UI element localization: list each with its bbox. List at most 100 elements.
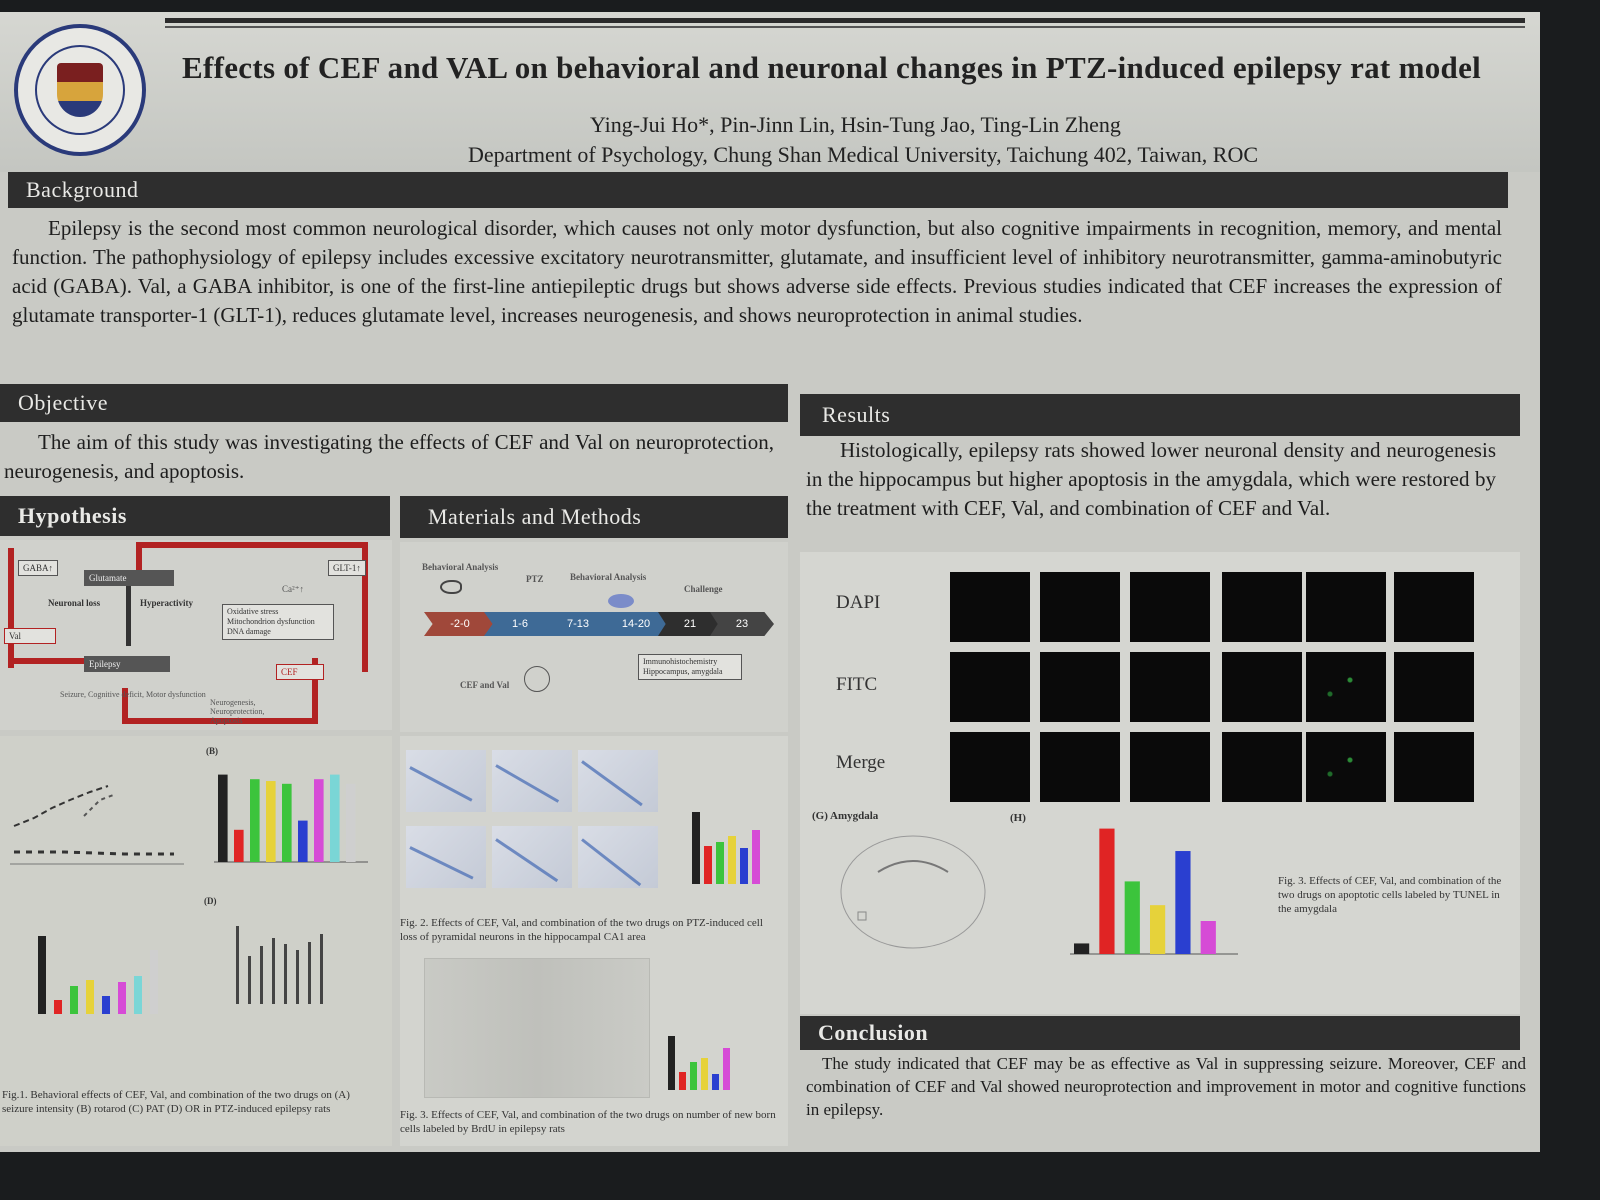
tunel-image	[950, 652, 1030, 722]
objective-heading: Objective	[18, 390, 109, 415]
results-figure-panel: DAPI FITC Merge (G) Amygdala (H) Fig. 3.…	[800, 552, 1520, 1014]
diagram-line	[122, 688, 128, 724]
tunel-bar-chart	[1070, 828, 1238, 955]
tunel-image	[1222, 732, 1302, 802]
fig1b-label: (B)	[206, 746, 218, 756]
chart-bar	[330, 774, 340, 862]
hyperactivity-label: Hyperactivity	[140, 598, 193, 608]
tunel-image	[1394, 572, 1474, 642]
chart-bar	[1175, 851, 1191, 954]
results-text: Histologically, epilepsy rats showed low…	[806, 438, 1496, 520]
methods-heading-bar: Materials and Methods	[400, 496, 788, 538]
ca1-micrograph	[492, 750, 572, 812]
amygdala-label: (G) Amygdala	[812, 810, 879, 822]
conclusion-heading: Conclusion	[818, 1020, 929, 1045]
day-chevron: -2-0	[424, 612, 496, 636]
tunel-image	[1130, 732, 1210, 802]
fig2-caption: Fig. 2. Effects of CEF, Val, and combina…	[400, 917, 763, 943]
hypothesis-heading: Hypothesis	[18, 503, 127, 528]
fig1a-line-chart	[10, 785, 184, 865]
fig2-bar-chart	[692, 812, 760, 884]
chart-bar	[1124, 881, 1140, 954]
fig1-caption: Fig.1. Behavioral effects of CEF, Val, a…	[2, 1089, 350, 1115]
outcomes-label: Neurogenesis, Neuroprotection, Apoptosis	[210, 698, 265, 725]
chart-bar	[1074, 943, 1090, 954]
challenge-label: Challenge	[684, 584, 723, 594]
objective-text: The aim of this study was investigating …	[4, 430, 774, 483]
fig3-bar-chart	[668, 1036, 730, 1090]
poster-title: Effects of CEF and VAL on behavioral and…	[182, 50, 1482, 85]
calcium-label: Ca²⁺↑	[282, 584, 304, 594]
fig3-caption: Fig. 3. Effects of CEF, Val, and combina…	[400, 1109, 776, 1135]
chart-bar	[1200, 921, 1216, 954]
glt1-box: GLT-1↑	[328, 560, 366, 576]
diagram-line	[136, 542, 368, 548]
chart-bar	[1150, 905, 1166, 954]
university-logo	[14, 24, 146, 156]
day-chevron: 23	[710, 612, 774, 636]
tunel-image	[1222, 572, 1302, 642]
day-chevron: 14-20	[600, 612, 672, 636]
ihc-sub-label: Hippocampus, amygdala	[643, 667, 723, 676]
conclusion-heading-bar: Conclusion	[800, 1016, 1520, 1050]
fig1b-bar-chart	[214, 774, 368, 863]
poster-authors: Ying-Jui Ho*, Pin-Jinn Lin, Hsin-Tung Ja…	[590, 112, 1121, 137]
tunel-image	[950, 572, 1030, 642]
chart-bar	[282, 783, 292, 862]
oxidative-label: Oxidative stress	[227, 607, 279, 616]
tunel-image	[1306, 572, 1386, 642]
fig1d-bar-chart	[236, 926, 323, 1004]
dapi-label: DAPI	[836, 592, 881, 613]
methods-heading: Materials and Methods	[428, 504, 642, 529]
diagram-line	[8, 548, 14, 668]
rat-icon-2	[608, 594, 634, 608]
ptz-label: PTZ	[526, 574, 544, 584]
ca1-micrograph	[578, 750, 658, 812]
diagram-arrow	[126, 578, 131, 646]
val-box: Val	[4, 628, 56, 644]
logo-ring	[35, 45, 125, 135]
rat-icon	[440, 580, 462, 594]
fig1-panel: (B) (D) Fig.1. Behavioral effects of CEF…	[0, 736, 392, 1146]
hypothesis-diagram: GABA↑ Glutamate GLT-1↑ Neuronal loss Hyp…	[0, 540, 392, 730]
ca1-micrograph	[406, 750, 486, 812]
tunel-image	[1040, 572, 1120, 642]
hypothesis-heading-bar: Hypothesis	[0, 496, 390, 536]
dna-label: DNA damage	[227, 627, 271, 636]
results-heading-bar: Results	[800, 394, 1520, 436]
day-chevron: 7-13	[542, 612, 614, 636]
mito-label: Mitochondrion dysfunction	[227, 617, 315, 626]
results-heading: Results	[822, 402, 891, 427]
behavioral-analysis-label-2: Behavioral Analysis	[570, 572, 647, 582]
tunel-image	[1130, 572, 1210, 642]
diagram-line	[8, 658, 120, 664]
neuronal-loss-label: Neuronal loss	[48, 598, 101, 608]
tunel-caption: Fig. 3. Effects of CEF, Val, and combina…	[1278, 875, 1502, 915]
chart-bar	[266, 781, 276, 862]
cef-val-label: CEF and Val	[460, 680, 510, 690]
ihc-box: Immunohistochemistry Hippocampus, amygda…	[638, 654, 742, 680]
chart-bar	[218, 774, 228, 862]
fig-h-label: (H)	[1010, 812, 1026, 824]
diagram-line	[136, 542, 142, 570]
background-heading: Background	[26, 177, 139, 202]
tunel-image	[1306, 652, 1386, 722]
chart-bar	[1099, 828, 1115, 954]
header-rule	[165, 18, 1525, 23]
tunel-image	[950, 732, 1030, 802]
header-rule-thin	[165, 26, 1525, 28]
seizure-label: Seizure, Cognitive deficit, Motor dysfun…	[60, 690, 206, 699]
day-chevron: 1-6	[484, 612, 556, 636]
tunel-image	[1222, 652, 1302, 722]
background-text: Epilepsy is the second most common neuro…	[12, 216, 1502, 327]
chart-bar	[346, 783, 356, 862]
diagram-line	[122, 718, 318, 724]
poster-header: Effects of CEF and VAL on behavioral and…	[0, 12, 1540, 172]
fig2-fig3-panel: Fig. 2. Effects of CEF, Val, and combina…	[400, 736, 788, 1146]
ihc-label: Immunohistochemistry	[643, 657, 718, 666]
logo-shield-icon	[57, 63, 103, 117]
ca1-micrograph	[578, 826, 658, 888]
amygdala-brain-outline	[840, 835, 986, 949]
chart-bar	[234, 829, 244, 862]
tunel-image	[1130, 652, 1210, 722]
